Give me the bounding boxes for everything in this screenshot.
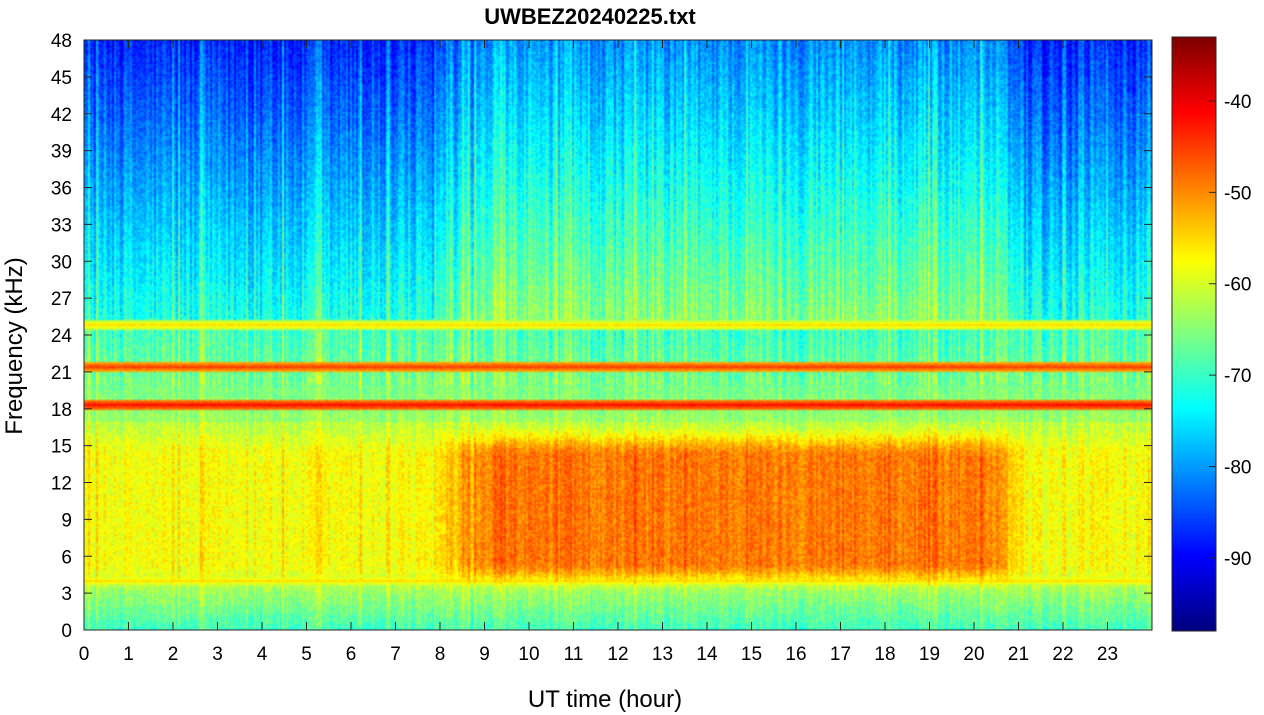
y-tick-label: 3	[61, 584, 72, 605]
x-tick-label: 4	[257, 644, 268, 665]
x-tick-label: 9	[479, 644, 490, 665]
x-tick-label: 12	[607, 644, 628, 665]
colorbar: -40 -50 -60 -70 -80 -90	[1171, 36, 1251, 632]
colorbar-tick-label: -40	[1224, 92, 1251, 113]
y-tick-label: 39	[51, 142, 72, 163]
x-tick-label: 19	[919, 644, 940, 665]
y-tick-label: 12	[51, 474, 72, 495]
spectrogram-plot: 0 1 2 3 4 5 6 7 8 9 10 11 12 13 14 15 16 17 18 19 20 21 22 23 0…	[51, 31, 1153, 665]
y-tick-label: 42	[51, 105, 72, 126]
y-tick-label: 15	[51, 437, 72, 458]
x-tick-label: 20	[963, 644, 984, 665]
colorbar-ticks: -40 -50 -60 -70 -80 -90	[1209, 92, 1251, 570]
x-tick-label: 16	[785, 644, 806, 665]
x-tick-label: 5	[301, 644, 312, 665]
colorbar-frame	[1171, 36, 1217, 632]
colorbar-tick-label: -60	[1224, 275, 1251, 296]
y-tick-label: 6	[61, 547, 72, 568]
x-tick-label: 15	[741, 644, 762, 665]
x-tick-label: 1	[123, 644, 134, 665]
x-tick-label: 14	[696, 644, 718, 665]
y-axis-label: Frequency (kHz)	[1, 257, 28, 434]
y-tick-label: 24	[51, 326, 73, 347]
colorbar-tick-label: -80	[1224, 458, 1251, 479]
colorbar-gradient	[1172, 37, 1216, 631]
y-tick-label: 33	[51, 215, 72, 236]
x-tick-label: 3	[212, 644, 223, 665]
x-axis-label: UT time (hour)	[528, 686, 682, 713]
x-tick-label: 22	[1052, 644, 1073, 665]
y-tick-label: 48	[51, 31, 72, 52]
x-tick-label: 11	[564, 644, 584, 665]
x-tick-label: 7	[390, 644, 401, 665]
x-tick-label: 8	[435, 644, 446, 665]
colorbar-tick-label: -50	[1224, 183, 1251, 204]
y-tick-label: 0	[61, 621, 72, 642]
colorbar-tick-label: -70	[1224, 366, 1251, 387]
x-tick-label: 10	[518, 644, 539, 665]
colorbar-tick-label: -90	[1224, 549, 1251, 570]
x-tick-label: 17	[830, 644, 851, 665]
spectrogram-image	[84, 40, 1152, 630]
x-tick-label: 18	[874, 644, 895, 665]
x-axis: 0 1 2 3 4 5 6 7 8 9 10 11 12 13 14 15 16 17 18 19 20 21 22 23	[79, 40, 1118, 665]
y-tick-label: 18	[51, 400, 72, 421]
x-tick-label: 0	[79, 644, 90, 665]
y-tick-label: 45	[51, 68, 72, 89]
x-tick-label: 2	[168, 644, 179, 665]
y-tick-label: 36	[51, 179, 72, 200]
x-tick-label: 21	[1008, 644, 1029, 665]
x-tick-label: 13	[652, 644, 673, 665]
y-tick-label: 30	[51, 252, 72, 273]
y-tick-label: 21	[51, 363, 72, 384]
x-tick-label: 23	[1097, 644, 1118, 665]
chart-title: UWBEZ20240225.txt	[484, 4, 696, 29]
y-tick-label: 27	[51, 289, 72, 310]
y-tick-label: 9	[61, 510, 72, 531]
x-tick-label: 6	[346, 644, 357, 665]
